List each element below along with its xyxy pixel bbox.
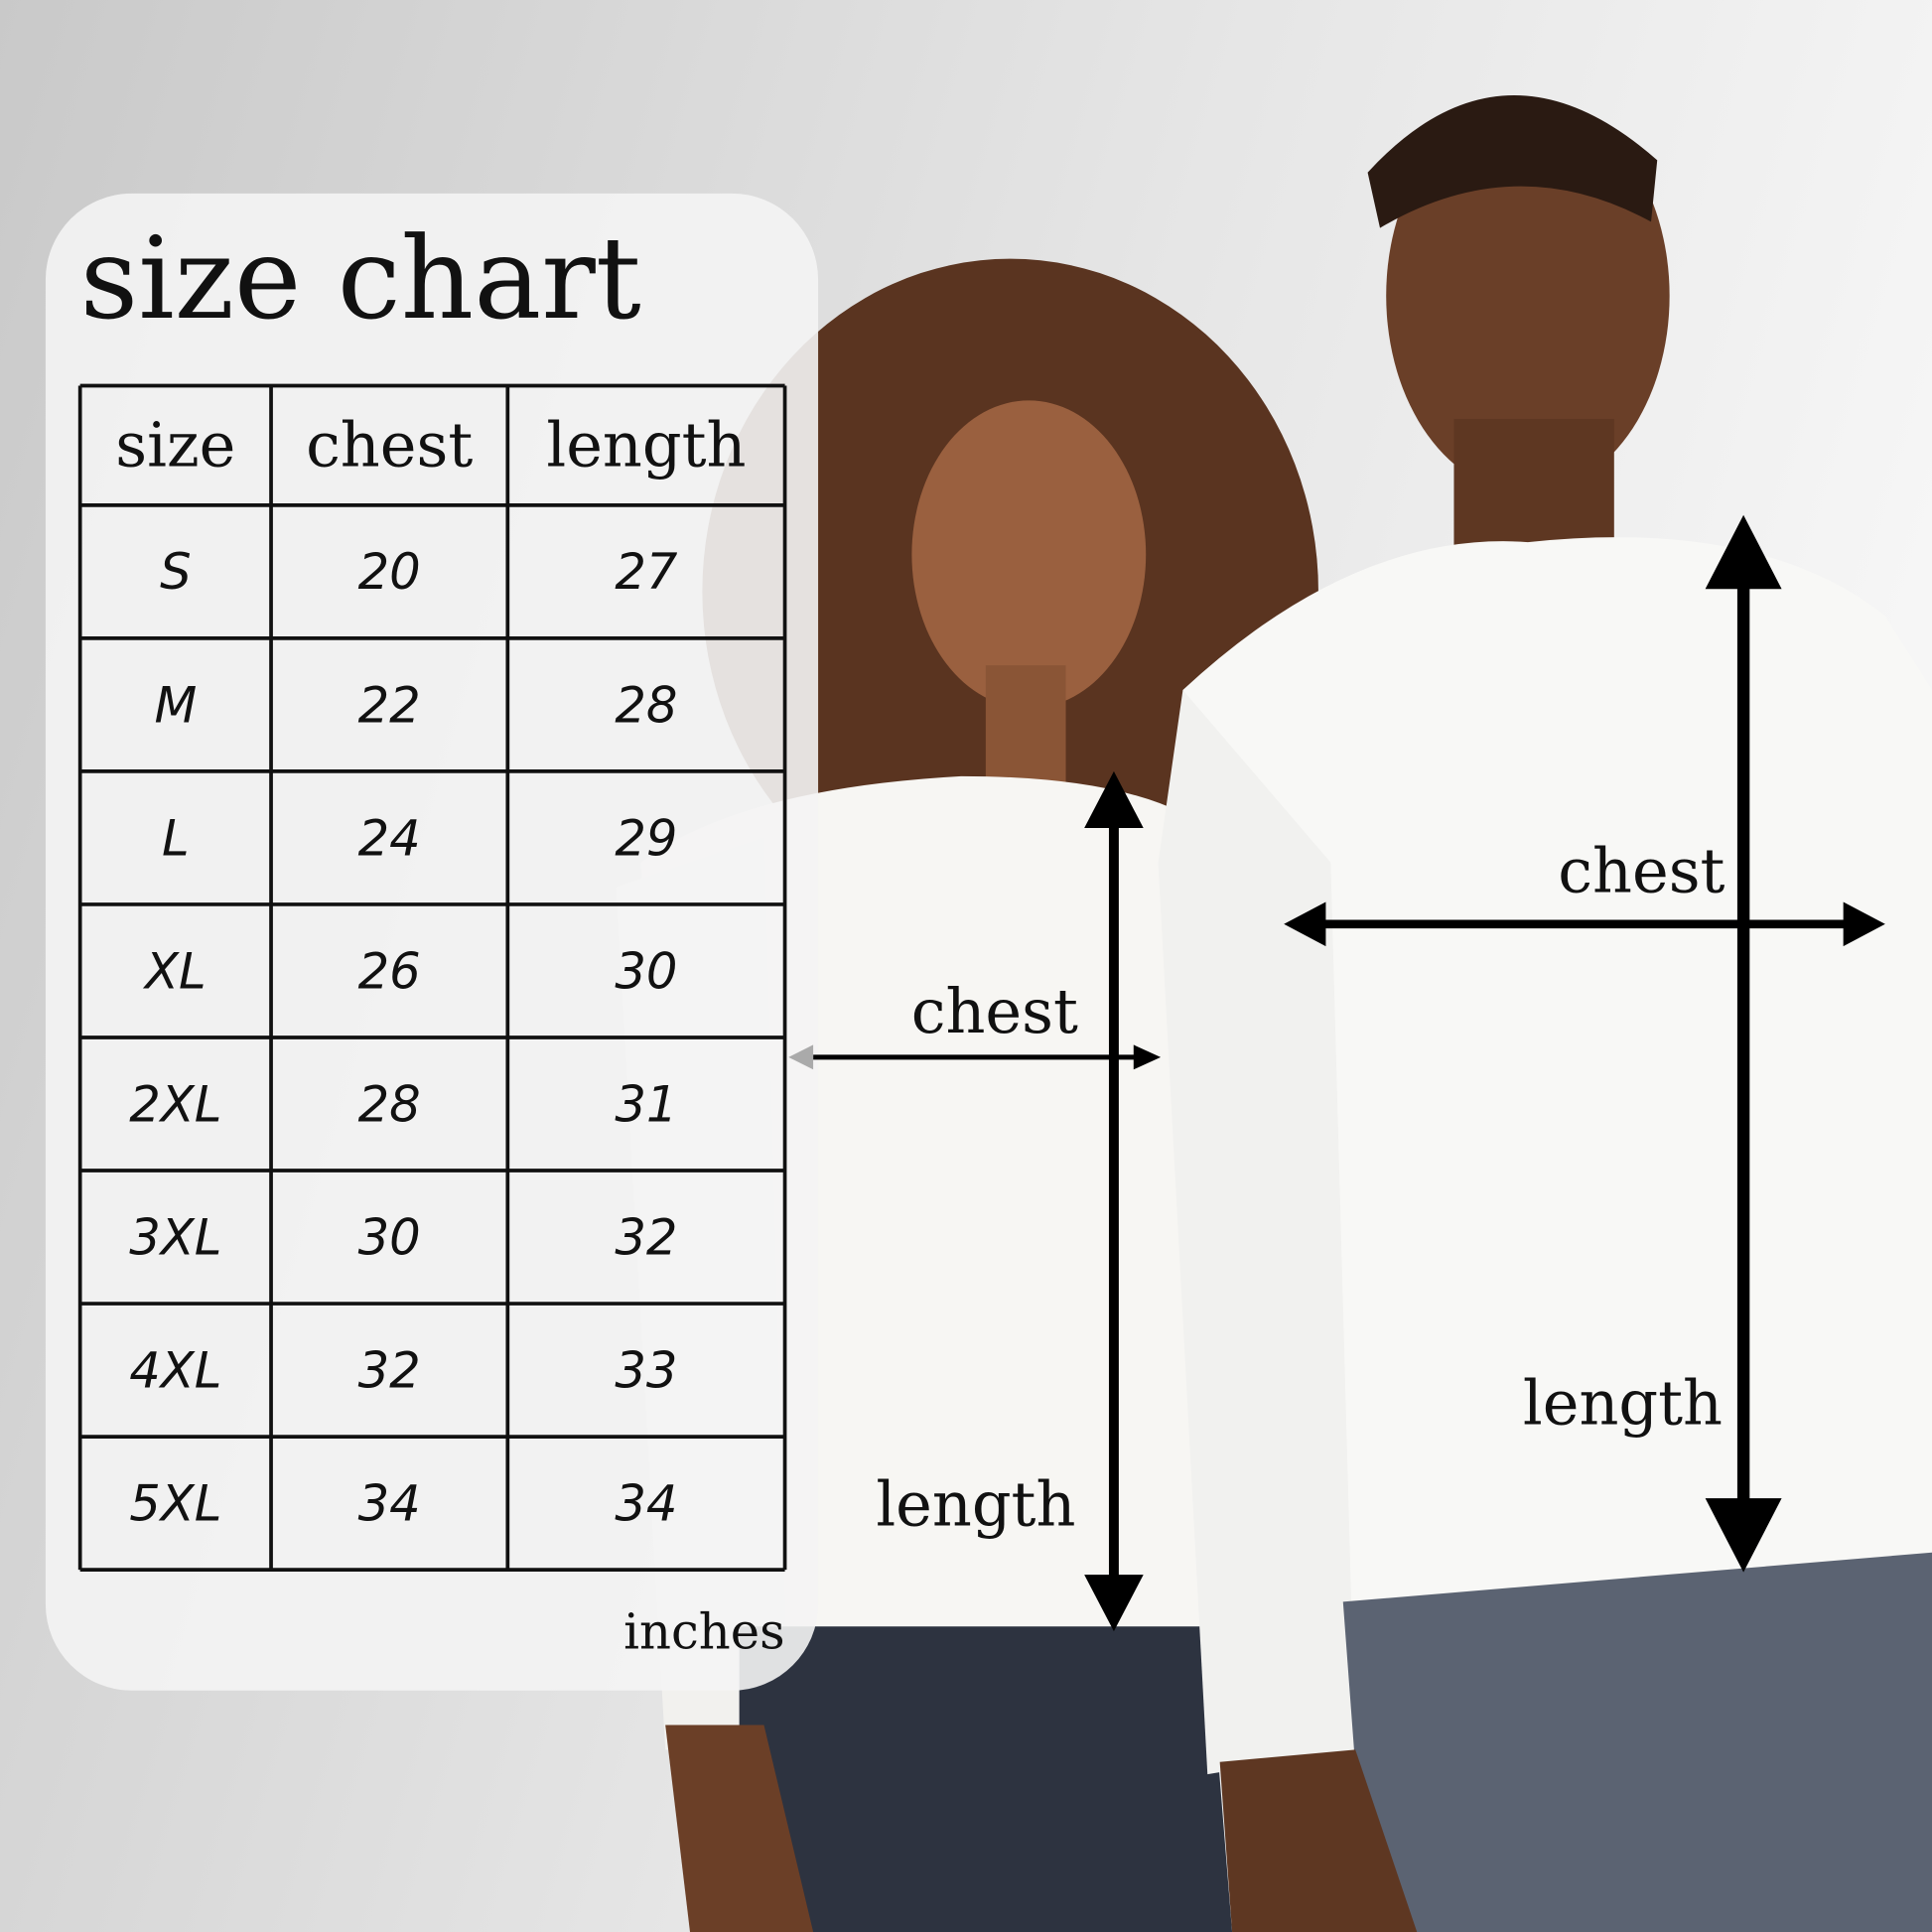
- table-cell: 34: [615, 1474, 677, 1532]
- table-cell: 28: [358, 1075, 421, 1133]
- table-cell: 32: [358, 1341, 421, 1399]
- table-cell: 3XL: [129, 1208, 221, 1266]
- table-cell: L: [162, 809, 190, 867]
- table-cell: 31: [615, 1075, 677, 1133]
- table-cell: XL: [142, 942, 207, 1000]
- woman-length-label: length: [876, 1467, 1075, 1540]
- man-length-label: length: [1523, 1367, 1723, 1440]
- table-cell: 5XL: [129, 1474, 221, 1532]
- table-cell: 29: [615, 809, 677, 867]
- table-cell: 30: [358, 1208, 421, 1266]
- table-cell: 33: [615, 1341, 677, 1399]
- unit-label: inches: [623, 1603, 784, 1661]
- title: size chart: [80, 212, 641, 345]
- table-cell: 26: [358, 942, 421, 1000]
- measure-arrows: [788, 514, 1885, 1632]
- size-table: size chest length S 20 27 M 22 28 L 24 29 XL 26 30 2XL 2…: [77, 383, 787, 1572]
- table-cell: 30: [615, 942, 677, 1000]
- table-cell: 27: [615, 543, 678, 601]
- table-cell: 28: [615, 676, 677, 734]
- table-cell: 24: [358, 809, 421, 867]
- header-cell: size: [115, 409, 235, 482]
- table-cell: 34: [358, 1474, 421, 1532]
- table-cell: 4XL: [129, 1341, 221, 1399]
- table-cell: 22: [358, 676, 421, 734]
- table-cell: 2XL: [129, 1075, 221, 1133]
- table-cell: S: [160, 543, 192, 601]
- table-cell: M: [154, 676, 197, 734]
- header-cell: length: [546, 409, 746, 482]
- chart-panel: [45, 193, 819, 1691]
- man-chest-label: chest: [1558, 835, 1725, 907]
- woman-chest-label: chest: [911, 975, 1078, 1047]
- header-cell: chest: [306, 409, 473, 482]
- table-cell: 32: [615, 1208, 677, 1266]
- table-cell: 20: [358, 543, 421, 601]
